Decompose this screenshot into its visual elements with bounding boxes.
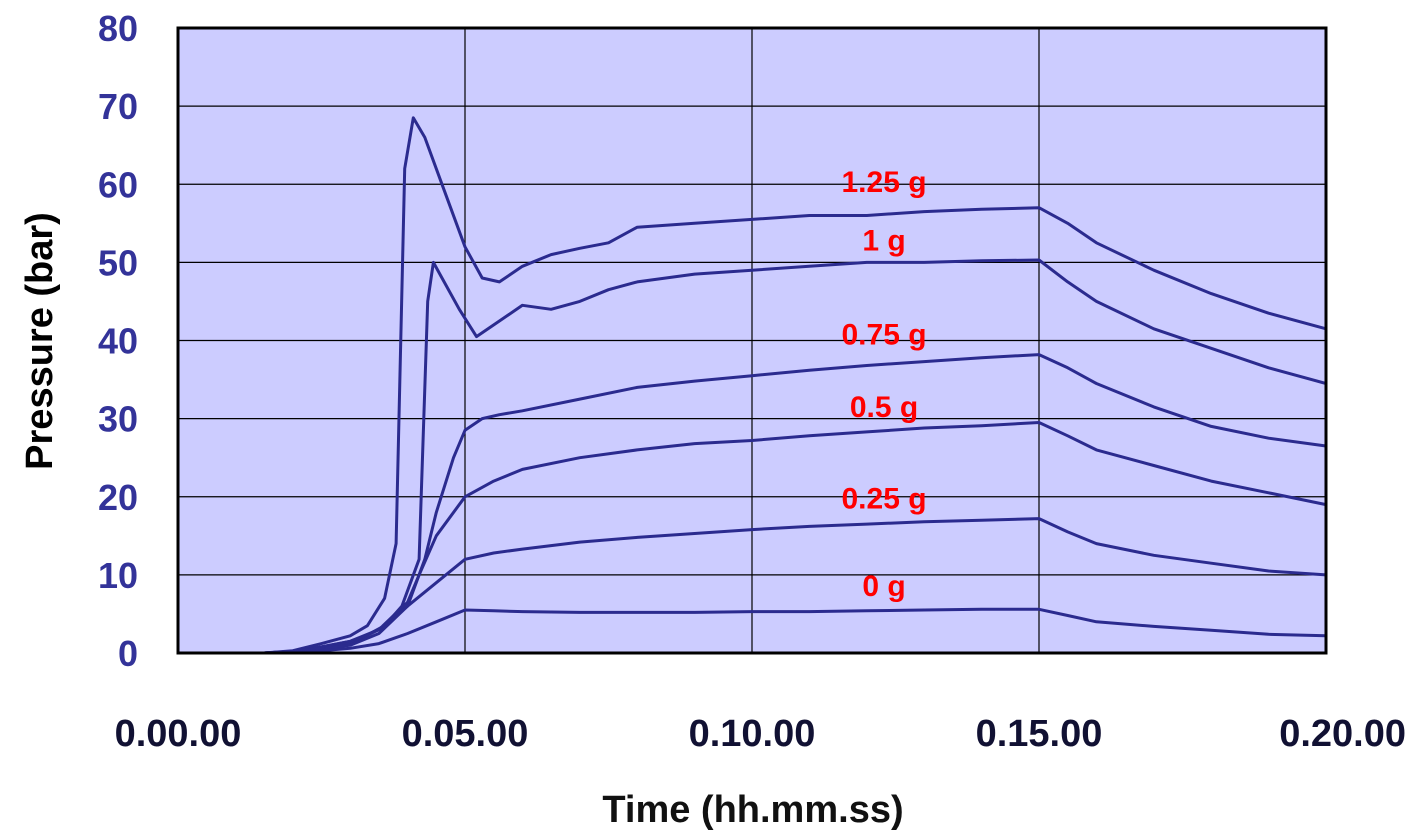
series-line: [176, 517, 1328, 655]
series-label: 1 g: [862, 225, 905, 258]
plot-frame: [176, 26, 1328, 655]
x-tick-label: 0.05.00: [402, 713, 529, 755]
y-tick-label: 50: [98, 242, 138, 283]
series-line: [176, 353, 1328, 655]
y-tick-labels: 0 10 20 30 40 50 60 70 80: [98, 8, 138, 674]
series-label: 0.5 g: [850, 391, 918, 424]
y-tick-label: 60: [98, 164, 138, 205]
x-tick-label: 0.20.00: [1279, 713, 1406, 755]
y-tick-label: 80: [98, 8, 138, 49]
y-tick-label: 70: [98, 86, 138, 127]
y-tick-label: 0: [118, 633, 138, 674]
series-label: 1.25 g: [841, 166, 926, 199]
x-tick-label: 0.10.00: [689, 713, 816, 755]
series-lines: [176, 116, 1328, 655]
x-tick-label: 0.00.00: [115, 713, 242, 755]
y-axis-title: Pressure (bar): [19, 212, 61, 470]
series-label: 0 g: [862, 570, 905, 603]
series-label: 0.25 g: [841, 482, 926, 515]
x-tick-labels: 0.00.00 0.05.00 0.10.00 0.15.00 0.20.00: [115, 713, 1406, 755]
series-label: 0.75 g: [841, 318, 926, 351]
y-tick-label: 10: [98, 555, 138, 596]
x-axis-title: Time (hh.mm.ss): [602, 789, 903, 831]
y-tick-label: 20: [98, 477, 138, 518]
y-tick-label: 30: [98, 399, 138, 440]
series-line: [176, 607, 1328, 655]
series-labels: 1.25 g 1 g 0.75 g 0.5 g 0.25 g 0 g: [841, 166, 926, 603]
x-tick-label: 0.15.00: [976, 713, 1103, 755]
series-line: [176, 116, 1328, 655]
y-tick-label: 40: [98, 321, 138, 362]
